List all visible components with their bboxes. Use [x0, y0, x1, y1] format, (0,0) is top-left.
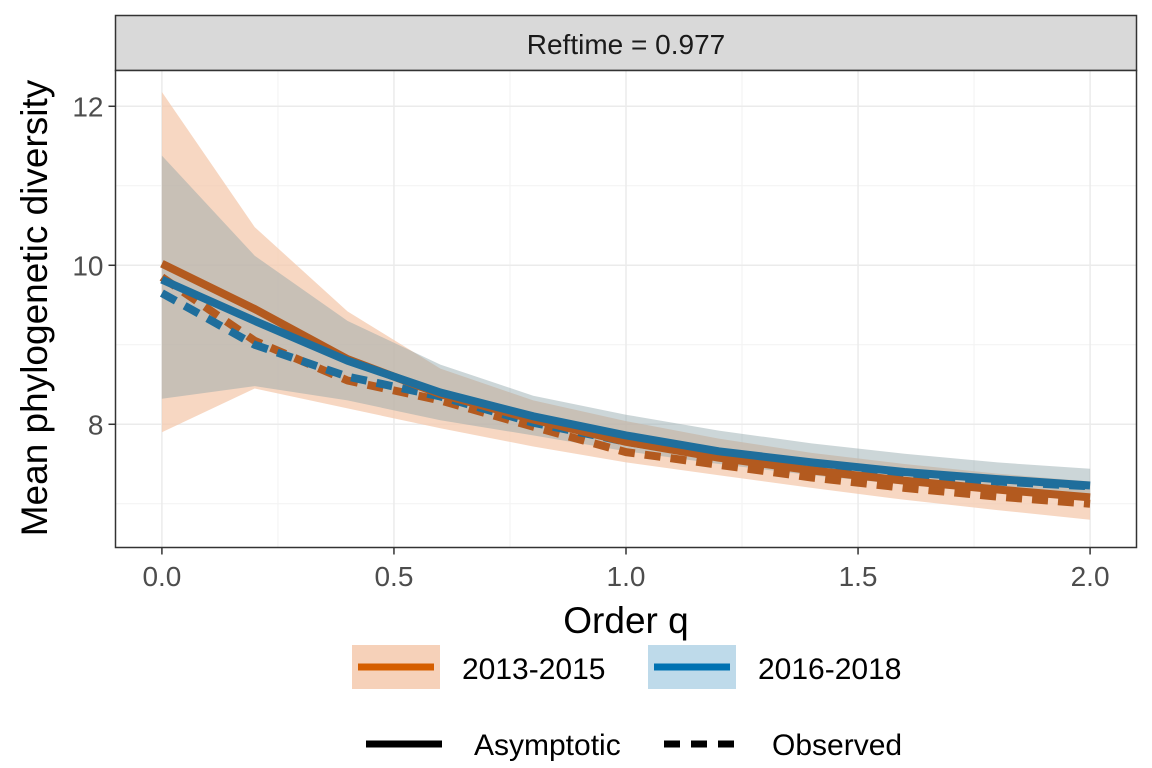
confidence-ribbons	[161, 92, 1091, 520]
legend-label-2016-2018: 2016-2018	[758, 653, 901, 686]
legend-label-2013-2015: 2013-2015	[462, 653, 605, 686]
x-axis-title: Order q	[563, 600, 688, 641]
y-axis: 8 10 12	[72, 91, 116, 440]
x-tick-label: 1.5	[839, 561, 878, 592]
x-tick-label: 2.0	[1071, 561, 1110, 592]
legend-series: 2013-2015 2016-2018	[352, 645, 901, 689]
x-tick-label: 0.0	[142, 561, 181, 592]
y-tick-label: 8	[88, 409, 104, 440]
x-axis: 0.0 0.5 1.0 1.5 2.0	[142, 547, 1110, 592]
y-tick-label: 12	[72, 91, 103, 122]
y-axis-title: Mean phylogenetic diversity	[14, 79, 55, 536]
y-tick-label: 10	[72, 250, 103, 281]
observed-line-2016-2018	[159, 289, 1091, 491]
facet-strip	[114, 14, 1138, 72]
legend-label-asymptotic: Asymptotic	[474, 729, 621, 762]
asymptotic-line-2016-2018	[160, 275, 1091, 490]
asymptotic-line-2013-2015	[160, 260, 1091, 502]
ribbon-2016-2018	[161, 155, 1091, 499]
ribbon-2013-2015	[161, 92, 1091, 520]
legend-linetype: Asymptotic Observed	[366, 729, 902, 762]
x-tick-label: 1.0	[607, 561, 646, 592]
legend-label-observed: Observed	[772, 729, 902, 762]
series-lines	[159, 260, 1091, 508]
facet-label: Reftime = 0.977	[527, 29, 725, 60]
x-tick-label: 0.5	[374, 561, 413, 592]
observed-line-2013-2015	[159, 273, 1091, 508]
